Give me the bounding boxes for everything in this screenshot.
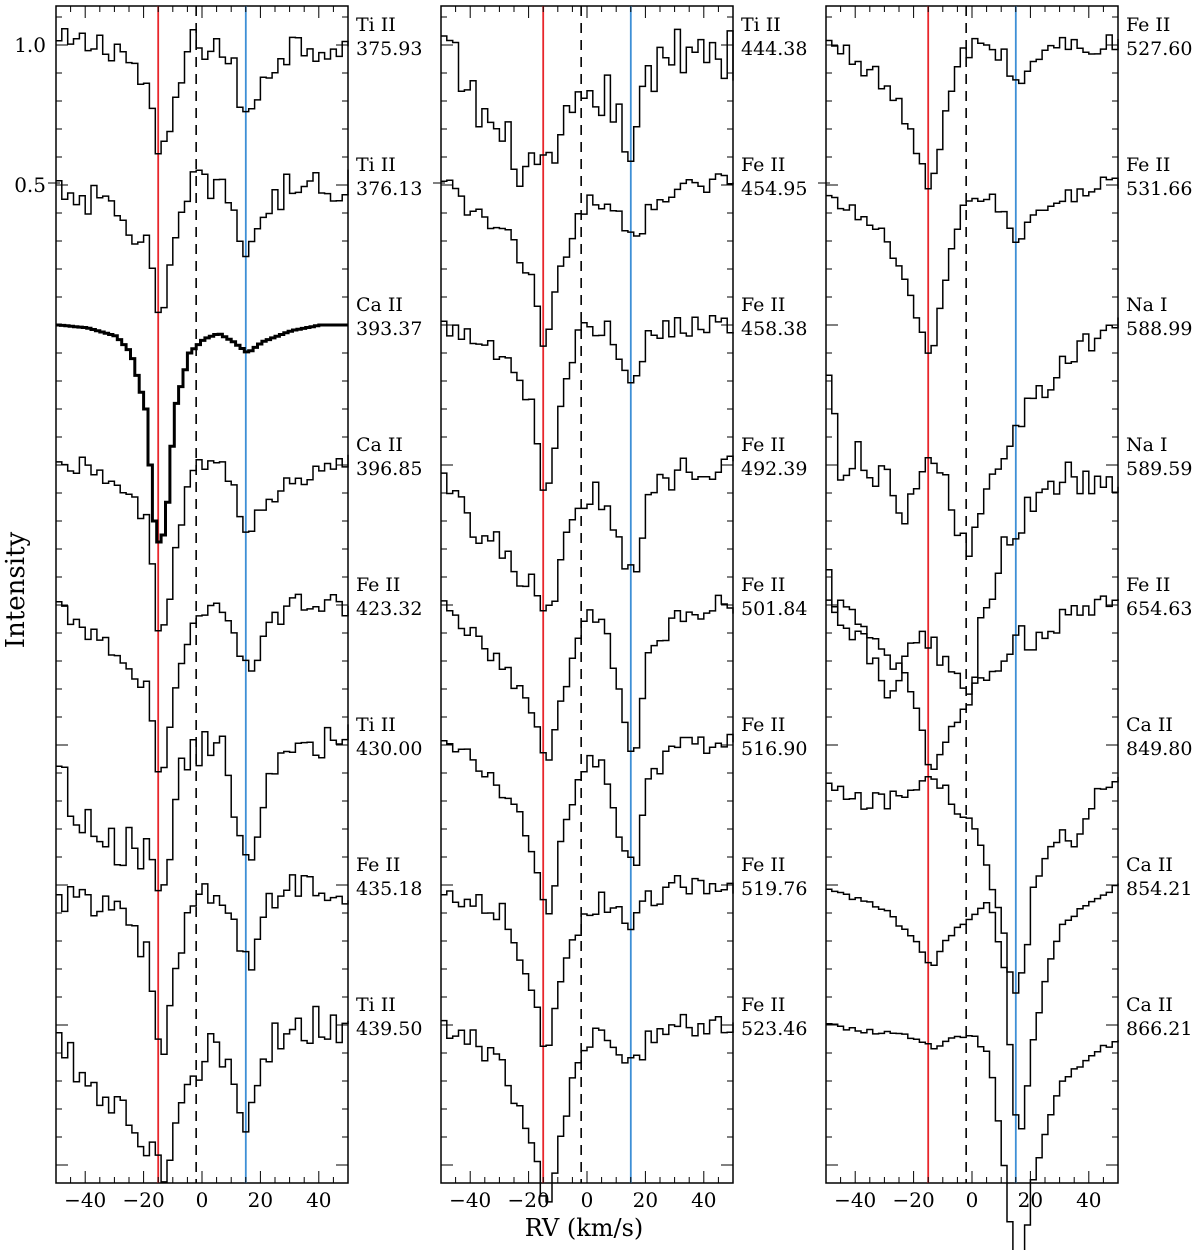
- series-ion-label: Fe II: [741, 574, 785, 596]
- series-ion-label: Fe II: [356, 574, 400, 596]
- spectrum-ca-ii-396.85: [56, 454, 349, 632]
- series-wavelength-label: 454.95: [741, 178, 807, 200]
- series-wavelength-label: 423.32: [356, 598, 422, 620]
- spectrum-ti-ii-444.38: [441, 28, 734, 187]
- series-ion-label: Ca II: [1126, 714, 1173, 736]
- series-wavelength-label: 849.80: [1126, 738, 1192, 760]
- spectrum-fe-ii-435.18: [56, 874, 349, 1055]
- series-ion-label: Fe II: [1126, 14, 1170, 36]
- series-wavelength-label: 516.90: [741, 738, 807, 760]
- series-wavelength-label: 531.66: [1126, 178, 1192, 200]
- y-tick-label-0.5: 0.5: [14, 173, 46, 197]
- series-ion-label: Ca II: [1126, 994, 1173, 1016]
- spectrum-fe-ii-516.90: [441, 733, 734, 915]
- series-ion-label: Ca II: [356, 434, 403, 456]
- spectrum-ca-ii-393.37: [56, 323, 348, 544]
- series-wavelength-label: 523.46: [741, 1018, 807, 1040]
- series-wavelength-label: 519.76: [741, 878, 807, 900]
- series-wavelength-label: 444.38: [741, 38, 807, 60]
- series-ion-label: Fe II: [356, 854, 400, 876]
- series-ion-label: Fe II: [741, 154, 785, 176]
- spectrum-ti-ii-430.00: [56, 724, 349, 892]
- x-tick-label: −20: [892, 1188, 934, 1212]
- spectrum-fe-ii-492.39: [441, 455, 734, 612]
- series-ion-label: Fe II: [741, 714, 785, 736]
- spectrum-na-i-589.59: [826, 461, 1119, 699]
- series-wavelength-label: 375.93: [356, 38, 422, 60]
- series-wavelength-label: 430.00: [356, 738, 422, 760]
- x-tick-label: −40: [449, 1188, 491, 1212]
- y-axis-label: Intensity: [1, 531, 31, 648]
- spectrum-ti-ii-439.50: [56, 1005, 349, 1183]
- series-wavelength-label: 439.50: [356, 1018, 422, 1040]
- series-wavelength-label: 396.85: [356, 458, 422, 480]
- x-tick-label: 0: [196, 1188, 209, 1212]
- spectrum-fe-ii-531.66: [826, 176, 1119, 354]
- x-tick-label: −20: [507, 1188, 549, 1212]
- spectrum-fe-ii-458.38: [441, 314, 734, 491]
- series-wavelength-label: 393.37: [356, 318, 422, 340]
- series-wavelength-label: 854.21: [1126, 878, 1192, 900]
- spectrum-ca-ii-849.80: [826, 775, 1119, 994]
- series-ion-label: Ti II: [356, 994, 396, 1016]
- panel-frame: [825, 5, 1119, 1184]
- x-tick-label: 20: [248, 1188, 273, 1212]
- x-tick-label: −40: [834, 1188, 876, 1212]
- series-ion-label: Fe II: [741, 854, 785, 876]
- series-ion-label: Fe II: [1126, 154, 1170, 176]
- series-ion-label: Fe II: [741, 434, 785, 456]
- x-tick-label: −40: [64, 1188, 106, 1212]
- spectrum-fe-ii-501.84: [441, 594, 734, 761]
- series-ion-label: Ti II: [741, 14, 781, 36]
- panel-frame: [440, 5, 734, 1184]
- series-wavelength-label: 376.13: [356, 178, 422, 200]
- x-tick-label: 40: [1076, 1188, 1101, 1212]
- series-ion-label: Fe II: [741, 294, 785, 316]
- series-ion-label: Ca II: [1126, 854, 1173, 876]
- panel-frame: [55, 5, 349, 1184]
- series-ion-label: Ti II: [356, 14, 396, 36]
- x-axis-label: RV (km/s): [525, 1214, 644, 1242]
- series-wavelength-label: 492.39: [741, 458, 807, 480]
- series-wavelength-label: 588.99: [1126, 318, 1192, 340]
- series-wavelength-label: 501.84: [741, 598, 807, 620]
- spectrum-ti-ii-375.93: [56, 28, 349, 155]
- series-ion-label: Ti II: [356, 154, 396, 176]
- spectrum-ti-ii-376.13: [56, 169, 349, 314]
- spectrum-ca-ii-854.21: [826, 883, 1119, 1130]
- series-wavelength-label: 527.60: [1126, 38, 1192, 60]
- series-wavelength-label: 866.21: [1126, 1018, 1192, 1040]
- x-tick-label: 20: [633, 1188, 658, 1212]
- series-wavelength-label: 435.18: [356, 878, 422, 900]
- x-tick-label: 40: [306, 1188, 331, 1212]
- series-ion-label: Na I: [1126, 434, 1168, 456]
- x-tick-label: −20: [122, 1188, 164, 1212]
- spectrum-fe-ii-527.60: [826, 34, 1119, 190]
- spectrum-fe-ii-454.95: [441, 173, 734, 347]
- spectrum-fe-ii-519.76: [441, 874, 734, 1048]
- spectrum-fe-ii-423.32: [56, 593, 349, 773]
- series-ion-label: Fe II: [1126, 574, 1170, 596]
- series-wavelength-label: 589.59: [1126, 458, 1192, 480]
- spectrum-ca-ii-866.21: [826, 1022, 1119, 1250]
- y-tick-label-1.0: 1.0: [14, 33, 46, 57]
- spectrum-fe-ii-523.46: [441, 1013, 734, 1203]
- series-ion-label: Ca II: [356, 294, 403, 316]
- x-tick-label: 0: [966, 1188, 979, 1212]
- series-ion-label: Fe II: [741, 994, 785, 1016]
- series-wavelength-label: 654.63: [1126, 598, 1192, 620]
- spectrum-fe-ii-654.63: [826, 595, 1119, 770]
- spectrum-na-i-588.99: [826, 317, 1119, 558]
- x-tick-label: 40: [691, 1188, 716, 1212]
- x-tick-label: 0: [581, 1188, 594, 1212]
- series-ion-label: Ti II: [356, 714, 396, 736]
- series-wavelength-label: 458.38: [741, 318, 807, 340]
- series-ion-label: Na I: [1126, 294, 1168, 316]
